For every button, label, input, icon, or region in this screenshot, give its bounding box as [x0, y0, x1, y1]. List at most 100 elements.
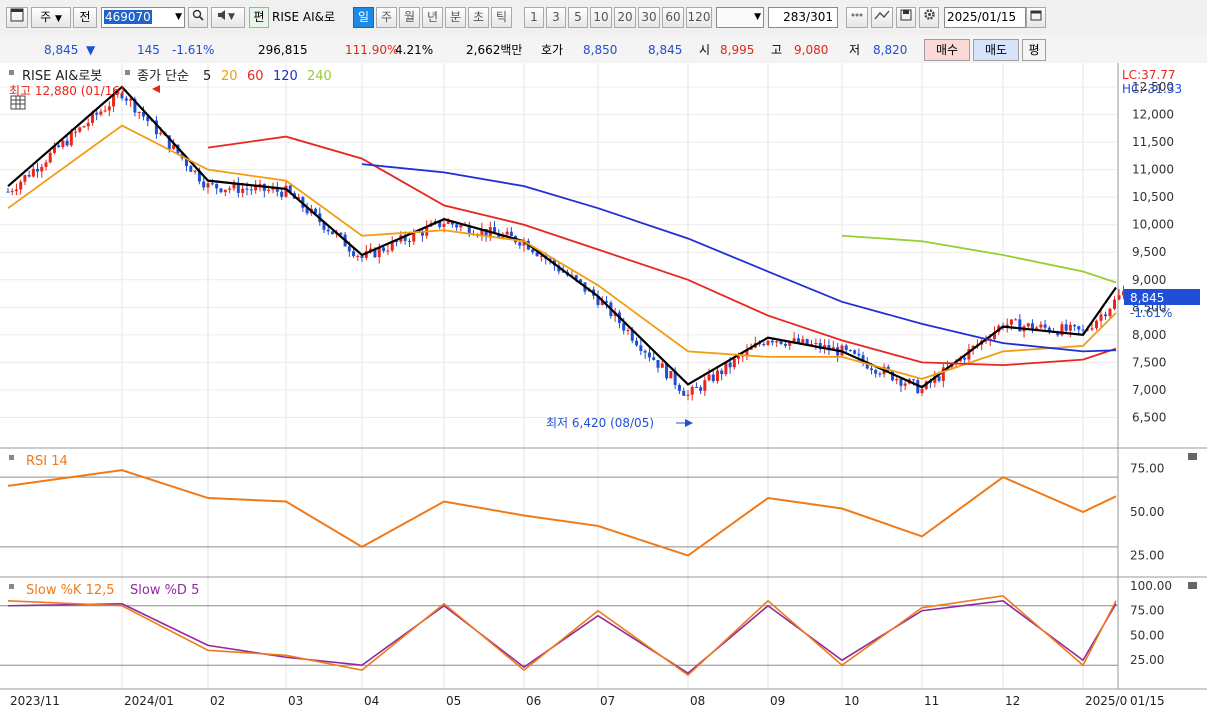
- candle-body: [103, 110, 107, 112]
- candle-body: [480, 229, 484, 236]
- candle-body: [878, 373, 882, 375]
- window-menu-icon[interactable]: [6, 7, 28, 28]
- period-tab-월[interactable]: 월: [399, 7, 420, 28]
- open-label: 시: [699, 43, 711, 57]
- low-label: 저: [849, 43, 861, 57]
- interval-button-30[interactable]: 30: [638, 7, 660, 28]
- candle-body: [669, 371, 673, 379]
- current-price-label: 8,845: [1130, 291, 1164, 305]
- rsi-tick-label: 25.00: [1130, 549, 1164, 563]
- candle-body: [10, 191, 14, 193]
- candle-body: [373, 248, 377, 258]
- candle-body: [271, 187, 275, 190]
- period-tab-분[interactable]: 분: [445, 7, 466, 28]
- candle-body: [1014, 319, 1018, 321]
- candle-body: [600, 301, 604, 305]
- interval-button-1[interactable]: 1: [524, 7, 544, 28]
- dots-icon[interactable]: [846, 7, 868, 28]
- candle-body: [124, 98, 128, 101]
- candle-body: [1060, 324, 1064, 336]
- stoch-tick-label: 50.00: [1130, 628, 1164, 642]
- current-price-marker: [1124, 289, 1200, 305]
- x-tick-label: 2024/01: [124, 694, 174, 708]
- period-tab-년[interactable]: 년: [422, 7, 443, 28]
- candle-body: [728, 362, 732, 368]
- candle-body: [1064, 324, 1068, 331]
- candle-body: [403, 235, 407, 241]
- buy-button[interactable]: 매수: [924, 39, 970, 61]
- turnover-rate: 4.21%: [395, 43, 434, 57]
- price-panel-title: RISE AI&로봇: [22, 69, 102, 84]
- period-tab-주[interactable]: 주: [376, 7, 397, 28]
- arrow-icon: [685, 419, 693, 427]
- candle-body: [377, 247, 381, 258]
- candle-body: [1043, 324, 1047, 328]
- edit-button[interactable]: 편: [249, 7, 269, 28]
- x-tick-label: 07: [600, 694, 615, 708]
- candle-body: [1047, 327, 1051, 332]
- x-tick-label: 01/15: [1130, 694, 1165, 708]
- count-field[interactable]: 283/301: [768, 7, 838, 28]
- candle-body: [1113, 299, 1116, 309]
- stock-code-value: 469070: [104, 10, 152, 24]
- x-tick-label: 06: [526, 694, 541, 708]
- draw-line-icon[interactable]: [871, 7, 893, 28]
- interval-button-60[interactable]: 60: [662, 7, 684, 28]
- candle-body: [493, 227, 497, 234]
- interval-button-3[interactable]: 3: [546, 7, 566, 28]
- candle-body: [407, 240, 411, 242]
- stock-chart[interactable]: 12,500 12,000 11,500 11,000 10,500 10,000 9,50…: [0, 63, 1207, 714]
- candle-body: [788, 341, 792, 346]
- calendar-icon[interactable]: [1026, 7, 1046, 28]
- rsi-panel: 75.00 50.00 25.00: [0, 461, 1164, 563]
- candle-body: [766, 340, 770, 345]
- maximize-icon: [1188, 453, 1197, 460]
- sell-button[interactable]: 매도: [973, 39, 1019, 61]
- rsi-line: [7, 469, 1117, 557]
- candle-body: [172, 144, 176, 150]
- candle-body: [937, 376, 941, 381]
- candle-body: [933, 376, 937, 383]
- save-icon[interactable]: [896, 7, 916, 28]
- candle-body: [284, 185, 288, 197]
- candle-body: [326, 229, 330, 232]
- candle-body: [531, 249, 535, 253]
- chevron-down-icon[interactable]: ▼: [175, 12, 182, 22]
- low-price: 8,820: [873, 43, 908, 57]
- candle-body: [779, 341, 783, 344]
- search-icon[interactable]: [188, 7, 208, 28]
- interval-button-20[interactable]: 20: [614, 7, 636, 28]
- candle-body: [322, 222, 326, 230]
- ma-legend-item: 120: [273, 69, 298, 84]
- range-select[interactable]: ▼: [716, 7, 764, 28]
- chevron-down-icon: ▼: [54, 14, 62, 24]
- gear-icon[interactable]: [919, 7, 939, 28]
- candle-body: [330, 231, 334, 235]
- market-select[interactable]: 주 ▼: [31, 7, 71, 28]
- price-tick-label: 11,500: [1132, 135, 1174, 149]
- candle-body: [737, 356, 741, 359]
- candle-body: [792, 338, 796, 342]
- candle-body: [78, 127, 82, 132]
- down-arrow-icon: ▼: [86, 43, 96, 57]
- interval-button-10[interactable]: 10: [590, 7, 612, 28]
- candle-body: [920, 388, 924, 394]
- interval-button-5[interactable]: 5: [568, 7, 588, 28]
- toolbar: 주 ▼ 전 469070 ▼ ▼ 편 RISE AI&로 ▼ 283/301 2…: [0, 0, 1207, 36]
- period-tab-일[interactable]: 일: [353, 7, 374, 28]
- prev-button[interactable]: 전: [73, 7, 97, 28]
- price-change: 145: [137, 43, 160, 57]
- candle-body: [963, 357, 967, 360]
- period-tab-초[interactable]: 초: [468, 7, 489, 28]
- candle-body: [52, 145, 56, 153]
- period-tab-틱[interactable]: 틱: [491, 7, 512, 28]
- candle-body: [57, 145, 61, 148]
- rsi-tick-label: 75.00: [1130, 461, 1164, 475]
- candle-body: [703, 380, 707, 391]
- sound-icon[interactable]: ▼: [211, 7, 245, 28]
- eval-button[interactable]: 평: [1022, 39, 1046, 61]
- candle-body: [984, 340, 988, 342]
- interval-button-120[interactable]: 120: [686, 7, 712, 28]
- date-input[interactable]: 2025/01/15: [944, 7, 1026, 28]
- stock-code-input[interactable]: 469070 ▼: [101, 7, 185, 28]
